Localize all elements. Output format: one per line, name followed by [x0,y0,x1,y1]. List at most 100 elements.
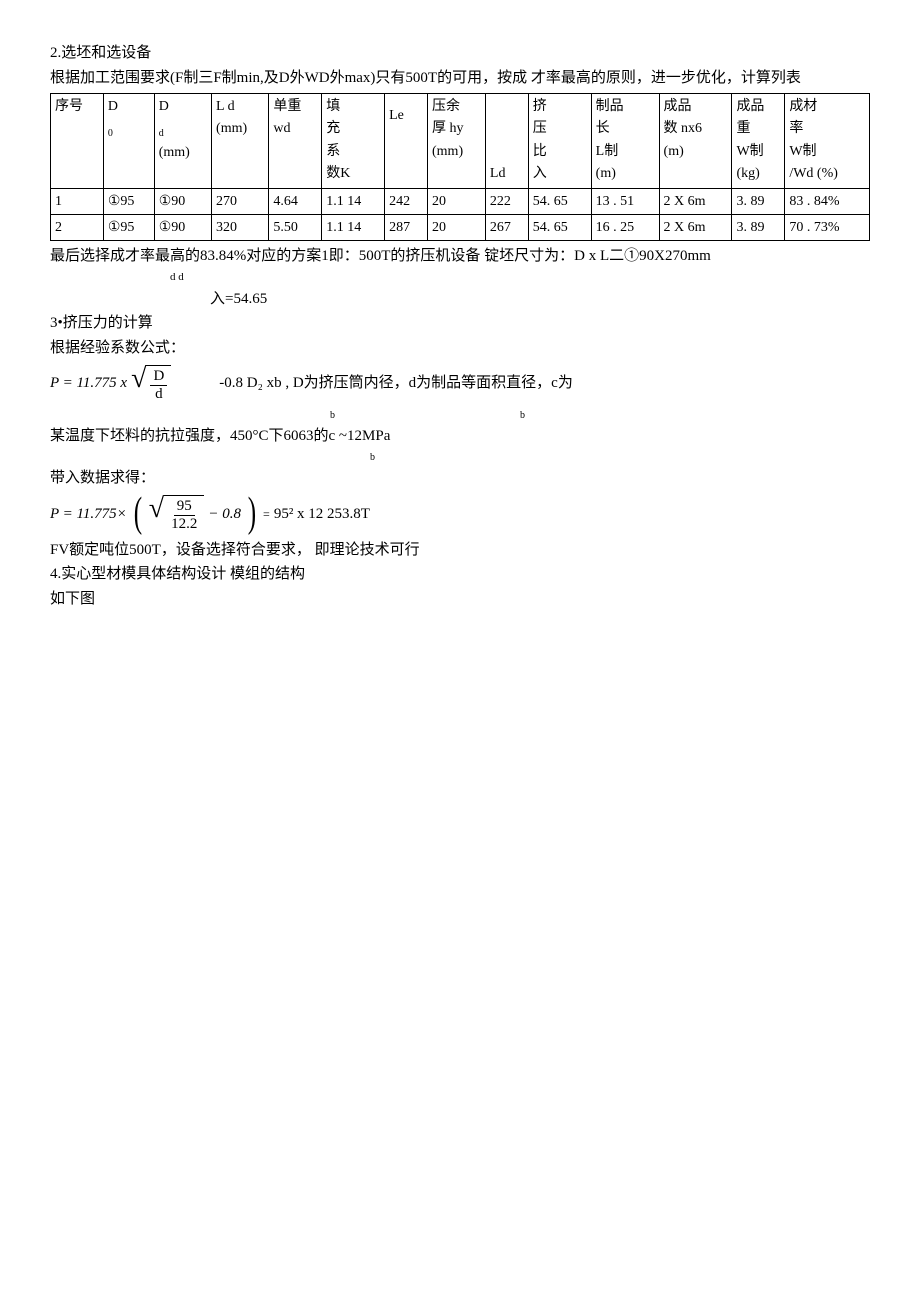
col-le: Le [385,94,428,189]
col-d0-sub: 0 [108,128,113,139]
col-ratio: 挤 压 比 入 [528,94,591,189]
col-d0-main: D [108,99,118,114]
calc-table: 序号 D 0 D d (mm) L d (mm) 单重 wd 填 充 系 数K … [50,93,870,241]
cell: 222 [485,188,528,214]
col-dd-main: D [159,99,169,114]
col-dd: D d (mm) [154,94,211,189]
cell: 5.50 [269,214,322,240]
cell: 320 [212,214,269,240]
col-lzhi: 制品 长 L制 (m) [591,94,659,189]
section2-title: 2.选坯和选设备 [50,42,870,65]
col-lzhi-l3: L制 [596,144,619,159]
col-d0: D 0 [103,94,154,189]
col-ld: L d (mm) [212,94,269,189]
section4-title: 4.实心型材模具体结构设计 模组的结构 [50,563,870,586]
table-row: 2 ①95 ①90 320 5.50 1.1 14 287 20 267 54.… [51,214,870,240]
table-row: 1 ①95 ①90 270 4.64 1.1 14 242 20 222 54.… [51,188,870,214]
cell: 1 [51,188,104,214]
cell: 20 [428,188,486,214]
cell: 1.1 14 [322,214,385,240]
cell: 3. 89 [732,188,785,214]
col-k-l4: 数K [326,166,350,181]
col-hy-l2: 厚 hy [432,121,464,136]
col-ld2-label: Ld [490,166,506,181]
section4-line1: 如下图 [50,588,870,611]
col-wzhi-l4: (kg) [736,166,759,181]
col-k: 填 充 系 数K [322,94,385,189]
formula1-rhs: -0.8 D₂ xb , D为挤压筒内径，d为制品等面积直径，c为 [219,372,573,395]
cell: 2 X 6m [659,214,732,240]
col-dd-sub: d [159,128,164,139]
col-hy-l3: (mm) [432,144,463,159]
sqrt-icon: √ 95 12.2 [149,495,205,532]
formula2-rhs: 95² x 12 253.8T [274,503,370,526]
col-le-label: Le [389,108,404,123]
col-rate-l3: W制 [789,144,816,159]
col-lzhi-l2: 长 [596,121,610,136]
cell: 70 . 73% [785,214,870,240]
section2-intro: 根据加工范围要求(F制三F制min,及D外WD外max)只有500T的可用，按成… [50,67,870,90]
formula1-num: D [150,368,167,386]
col-wzhi-l3: W制 [736,144,763,159]
table-header-row: 序号 D 0 D d (mm) L d (mm) 单重 wd 填 充 系 数K … [51,94,870,189]
formula-1: P = 11.775 x √ D d -0.8 D₂ xb , D为挤压筒内径，… [50,365,870,402]
col-wzhi: 成品 重 W制 (kg) [732,94,785,189]
col-dd-unit: (mm) [159,145,190,160]
formula2-eq: = [263,505,270,523]
section3-line4: FV额定吨位500T，设备选择符合要求， 即理论技术可行 [50,539,870,562]
col-ld-main: L d [216,99,235,114]
section3-line1: 根据经验系数公式： [50,337,870,360]
sqrt-icon: √ D d [131,365,171,402]
col-rate-l2: 率 [789,121,803,136]
cell: 287 [385,214,428,240]
cell: ①95 [103,188,154,214]
cell: 54. 65 [528,214,591,240]
after-table-line1: 最后选择成才率最高的83.84%对应的方案1即：500T的挤压机设备 锭坯尺寸为… [50,245,870,268]
col-hy: 压余 厚 hy (mm) [428,94,486,189]
section3-line3: 带入数据求得： [50,467,870,490]
formula1-sub: b b [330,408,870,423]
col-k-l1: 填 [326,99,340,114]
cell: 16 . 25 [591,214,659,240]
col-k-l3: 系 [326,144,340,159]
formula1-den: d [152,386,166,403]
col-ratio-l2: 压 [533,121,547,136]
col-nx6: 成品 数 nx6 (m) [659,94,732,189]
cell: 2 X 6m [659,188,732,214]
section3-line2: 某温度下坯料的抗拉强度，450°C下6063的c ~12MPa [50,425,870,448]
cell: 3. 89 [732,214,785,240]
after-table-sub: d d [170,269,870,286]
section3-title: 3•挤压力的计算 [50,312,870,335]
cell: 20 [428,214,486,240]
formula1-lhs: P = 11.775 x [50,372,127,395]
cell: 267 [485,214,528,240]
col-rate: 成材 率 W制 /Wd (%) [785,94,870,189]
cell: 270 [212,188,269,214]
col-ld-unit: (mm) [216,121,247,136]
col-nx6-l2: 数 nx6 [664,121,703,136]
col-wd-l2: wd [273,121,290,136]
col-lzhi-l1: 制品 [596,99,624,114]
col-ratio-l3: 比 [533,144,547,159]
cell: ①90 [154,188,211,214]
cell: 4.64 [269,188,322,214]
cell: ①90 [154,214,211,240]
formula-2: P = 11.775× ( √ 95 12.2 − 0.8 ) = 95² x … [50,495,870,533]
col-ratio-l4: 入 [533,166,547,181]
formula2-den: 12.2 [168,516,200,533]
col-wd: 单重 wd [269,94,322,189]
col-k-l2: 充 [326,121,340,136]
col-nx6-l3: (m) [664,144,684,159]
col-ratio-l1: 挤 [533,99,547,114]
cell: 242 [385,188,428,214]
formula2-lhs: P = 11.775× [50,503,127,526]
cell: 54. 65 [528,188,591,214]
cell: 13 . 51 [591,188,659,214]
col-nx6-l1: 成品 [664,99,692,114]
col-wzhi-l2: 重 [736,121,750,136]
col-wd-l1: 单重 [273,99,301,114]
col-lzhi-l4: (m) [596,166,616,181]
col-ld2: Ld [485,94,528,189]
col-wzhi-l1: 成品 [736,99,764,114]
col-rate-l4: /Wd (%) [789,166,838,181]
